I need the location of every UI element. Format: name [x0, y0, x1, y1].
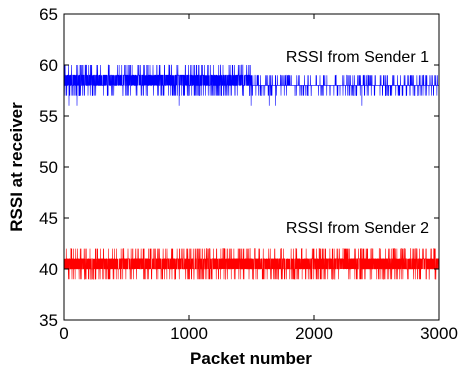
- y-tick-label: 60: [39, 56, 58, 75]
- series-line-1: [63, 64, 439, 106]
- annotation-sender-2: RSSI from Sender 2: [286, 220, 429, 237]
- y-tick-label: 35: [39, 311, 58, 330]
- y-tick-label: 40: [39, 260, 58, 279]
- x-tick-label: 2000: [295, 324, 333, 343]
- y-axis-label: RSSI at receiver: [7, 102, 26, 232]
- y-tick-label: 55: [39, 107, 58, 126]
- ticks-layer: 0 1000 2000 3000 35 40 45 50 55 60 65: [39, 5, 458, 343]
- series-layer: [63, 64, 440, 280]
- x-tick-label: 0: [59, 324, 68, 343]
- annotation-sender-1: RSSI from Sender 1: [286, 49, 429, 66]
- y-tick-label: 45: [39, 209, 58, 228]
- x-tick-label: 3000: [420, 324, 458, 343]
- y-tick-label: 50: [39, 158, 58, 177]
- x-tick-label: 1000: [170, 324, 208, 343]
- x-axis-label: Packet number: [190, 349, 312, 368]
- series-line-2: [63, 248, 440, 280]
- y-tick-label: 65: [39, 5, 58, 24]
